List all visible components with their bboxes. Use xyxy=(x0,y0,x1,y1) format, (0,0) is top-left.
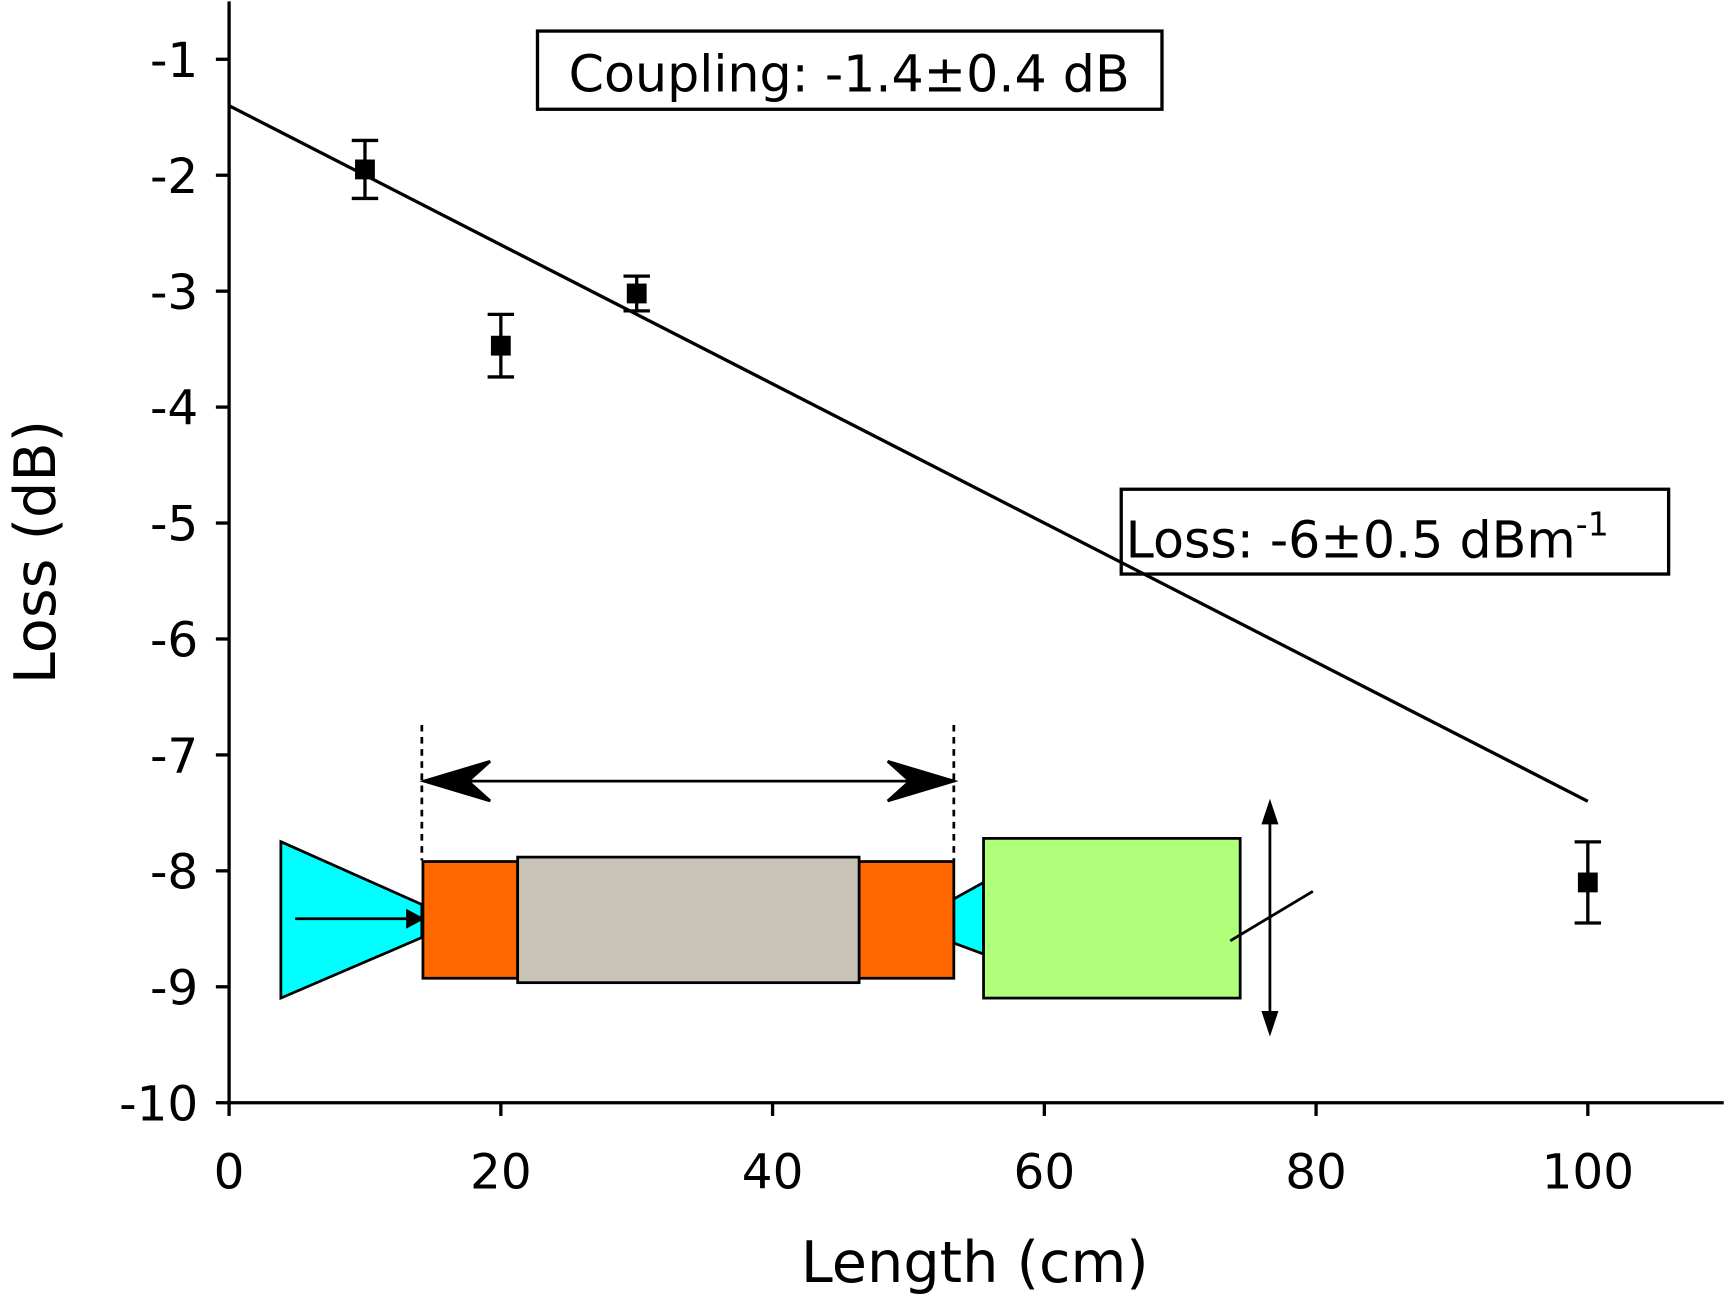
y-tick-label: -1 xyxy=(150,33,198,89)
stage-arrow-head xyxy=(1261,798,1279,825)
annotation-superscript: -1 xyxy=(1576,505,1609,544)
y-tick-label: -9 xyxy=(150,960,198,1016)
y-tick-label: -5 xyxy=(150,497,198,553)
flange xyxy=(421,860,520,980)
marker xyxy=(490,335,511,356)
diagram xyxy=(279,724,1314,1037)
x-axis-title: Length (cm) xyxy=(801,1229,1149,1296)
x-tick-label: 40 xyxy=(742,1145,804,1201)
annotation-text: Loss: -6±0.5 dBm xyxy=(1126,511,1576,570)
x-tick-label: 0 xyxy=(214,1145,245,1201)
marker xyxy=(626,283,647,304)
y-tick-label: -6 xyxy=(150,613,198,669)
x-tick-label: 100 xyxy=(1542,1145,1634,1201)
y-tick-label: -7 xyxy=(150,729,198,785)
span-arrow-head xyxy=(886,759,959,803)
span-arrow-head xyxy=(419,759,492,803)
dut-box xyxy=(516,855,861,985)
output-horn xyxy=(952,880,985,957)
fit-line xyxy=(228,104,1589,803)
stage-arrow-head xyxy=(1261,1011,1279,1037)
marker xyxy=(1577,872,1598,893)
annotation-box xyxy=(535,29,1164,111)
y-tick-label: -8 xyxy=(150,844,198,900)
x-tick-label: 60 xyxy=(1014,1145,1076,1201)
y-tick-label: -10 xyxy=(119,1076,198,1132)
detector-box xyxy=(982,837,1242,1000)
beam-arrow-head xyxy=(406,908,425,929)
y-tick-label: -4 xyxy=(150,381,198,437)
y-tick-label: -2 xyxy=(150,149,198,205)
stage-arrow xyxy=(1229,890,1314,943)
annotation-box xyxy=(1119,487,1671,576)
annotation: Loss: -6±0.5 dBm-1 xyxy=(1126,505,1609,570)
flange xyxy=(857,860,956,980)
annotation: Coupling: -1.4±0.4 dB xyxy=(569,45,1130,104)
x-tick-label: 80 xyxy=(1285,1145,1347,1201)
x-tick-label: 20 xyxy=(470,1145,532,1201)
y-tick-label: -3 xyxy=(150,265,198,321)
y-axis-title: Loss (dB) xyxy=(2,420,69,684)
